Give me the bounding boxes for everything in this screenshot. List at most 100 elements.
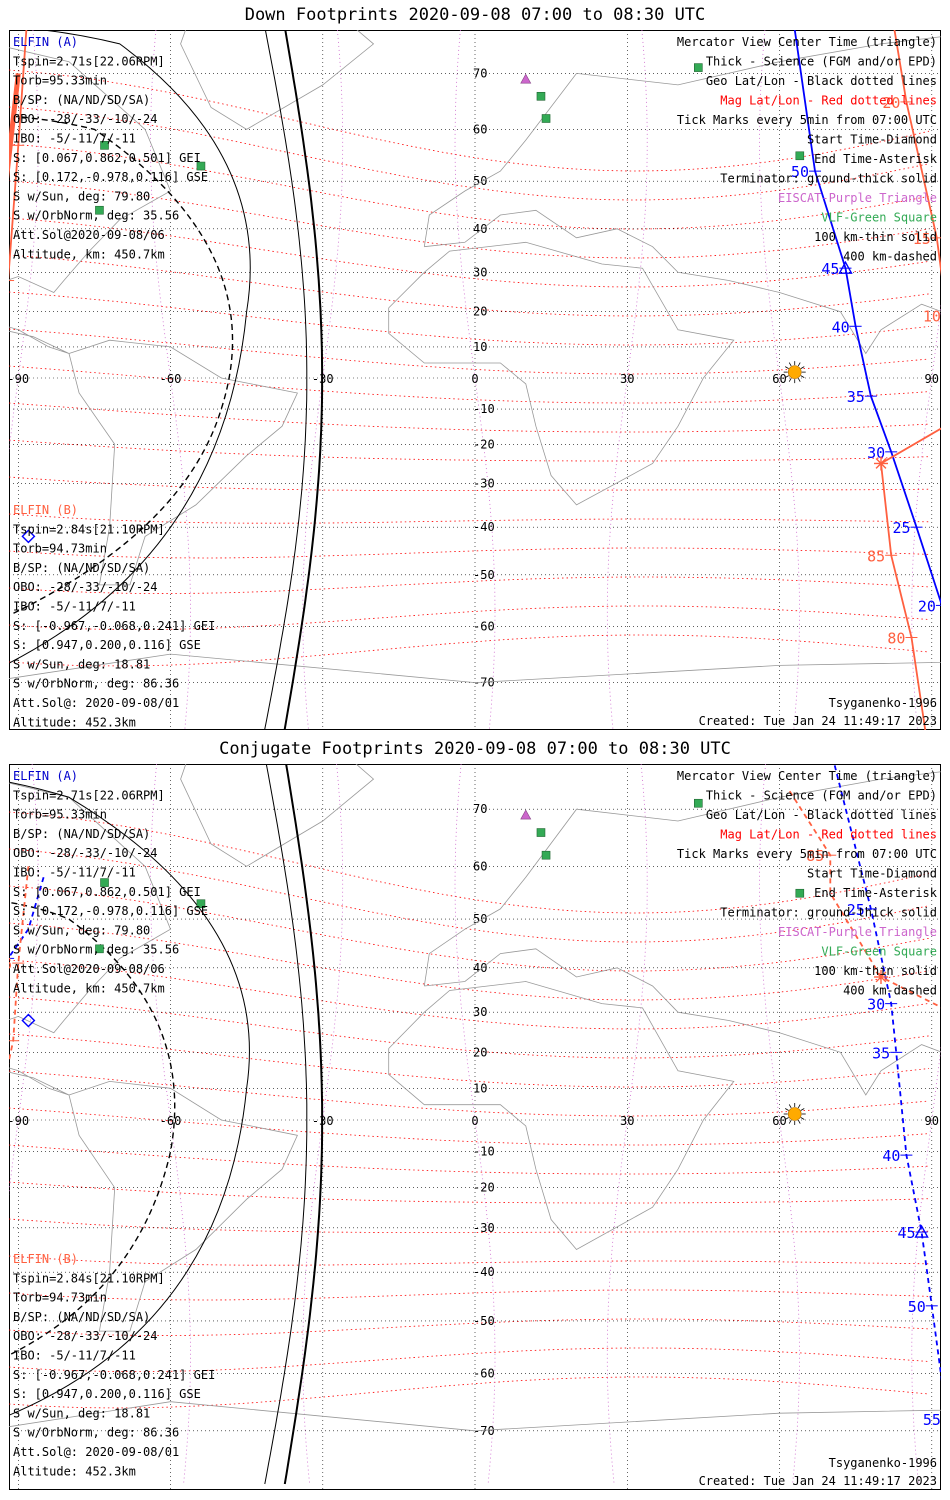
elfin-info-line: B/SP: (NA/ND/SD/SA)	[13, 827, 150, 841]
mag-lat-line	[9, 217, 930, 288]
elfin-info-b: ELFIN (B) Tspin=2.84s[21.10RPM] Torb=94.73…	[13, 503, 215, 729]
mag-lat-line	[9, 180, 930, 259]
map-conjugate-footprints: -180-150-120-90-60-300306090120150180706…	[9, 764, 941, 1490]
lat-tick-label: 70	[473, 66, 487, 80]
mag-lat-line	[9, 996, 930, 1059]
terminator-lines	[264, 764, 324, 1485]
track-time-label: 65	[9, 955, 12, 973]
vlf-square-icon	[196, 899, 206, 909]
lon-tick-label: 0	[471, 372, 478, 386]
track-time-label: 10	[923, 307, 941, 325]
elfin-info-a: ELFIN (A) Tspin=2.71s[22.06RPM] Torb=95.33…	[13, 769, 208, 995]
mag-lat-line	[9, 1347, 930, 1372]
elfin-info-line: Tspin=2.84s[21.10RPM]	[13, 1271, 165, 1285]
lat-tick-label: 30	[473, 265, 487, 279]
mag-lat-line	[9, 439, 930, 462]
lat-tick-label: -70	[473, 1424, 495, 1438]
elfin-info-line: S: [-0.967,-0.068,0.241] GEI	[13, 1368, 215, 1382]
mag-lat-line	[9, 1289, 930, 1301]
legend: Mercator View Center Time (triangle) Thic…	[677, 769, 938, 998]
elfin-info-line: B/SP: (NA/ND/SD/SA)	[13, 561, 150, 575]
mag-lat-line	[9, 922, 930, 1001]
axis-labels: -180-150-120-90-60-300306090120150180706…	[9, 802, 939, 1438]
mag-lat-line	[9, 1070, 930, 1117]
vlf-square-icon	[100, 141, 109, 150]
lat-tick-label: -40	[473, 520, 495, 534]
continent-outline	[423, 771, 941, 1096]
elfin-info-line: S: [0.172,-0.978,0.116] GSE	[13, 904, 208, 918]
footprint-ovals	[9, 781, 250, 1416]
continent-outline	[9, 653, 941, 684]
track-conj-b-west: 656055504540	[9, 866, 30, 1089]
geo-grid-lines	[9, 30, 941, 730]
mag-lat-line	[9, 291, 930, 346]
sun-ray	[800, 366, 805, 369]
vlf-square-icon	[541, 114, 551, 123]
track-line-conj-a-east	[833, 764, 941, 1382]
continent-outline	[180, 30, 375, 130]
mag-grid-lines	[9, 811, 930, 1409]
mag-lat-line	[9, 1107, 930, 1146]
lat-tick-label: 50	[473, 912, 487, 926]
oval-100km	[9, 781, 250, 1416]
geo-grid-lines	[9, 764, 941, 1490]
eiscat-triangle-icon	[520, 73, 532, 84]
vlf-square-icon	[536, 91, 546, 101]
elfin-info-line: Tspin=2.71s[22.06RPM]	[13, 788, 165, 802]
oval-100km	[9, 30, 251, 664]
elfin-info-blocks: ELFIN (A) Tspin=2.71s[22.06RPM] Torb=95.33…	[13, 35, 215, 729]
vlf-square-icon	[541, 850, 551, 860]
legend-entry: VLF-Green Square	[821, 211, 937, 225]
track-time-label: 45	[898, 1224, 916, 1242]
lat-tick-label: 40	[473, 961, 487, 975]
legend-entry: Tick Marks every 5min from 07:00 UTC	[677, 113, 937, 127]
lat-tick-label: -20	[473, 437, 495, 451]
vlf-square-icon	[693, 798, 703, 808]
oval-400km	[9, 901, 176, 1356]
continent-outline	[9, 1401, 941, 1432]
lat-tick-label: 50	[473, 174, 487, 188]
sun-ray	[784, 1108, 789, 1111]
legend-entry: EISCAT-Purple Triangle	[778, 191, 937, 205]
legend-entry: Start Time-Diamond	[807, 133, 937, 147]
continent-outline	[423, 36, 941, 355]
continent-outline	[9, 47, 172, 354]
track-time-label: 15	[913, 230, 931, 248]
terminator-ground	[283, 30, 324, 730]
track-time-label: 25	[892, 519, 910, 537]
mag-lat-line	[9, 1033, 930, 1088]
continent-outlines	[9, 764, 941, 1432]
track-conj-a-east: 25 30 35 40 45 50 55	[833, 764, 941, 1429]
sun-ray	[788, 377, 792, 382]
sun-ray	[800, 375, 805, 378]
sun-icon	[783, 1102, 806, 1125]
sun-ray	[784, 366, 789, 369]
sun-disc	[787, 1107, 802, 1121]
continent-outlines	[9, 30, 941, 684]
mag-lat-line	[9, 476, 930, 491]
track-time-label: 35	[847, 388, 865, 406]
track-time-label: 25	[847, 901, 865, 919]
vlf-square-icon	[795, 888, 805, 898]
science-segment-b	[9, 73, 21, 179]
mag-lat-line	[9, 1255, 930, 1266]
station-markers	[95, 798, 805, 954]
elfin-header: ELFIN (A)	[13, 769, 78, 783]
elfin-info-line: IBO: -5/-11/7/-11	[13, 132, 136, 146]
legend-entry: Mag Lat/Lon - Red dotted lines	[720, 94, 937, 108]
elfin-info-line: Altitude, km: 450.7km	[13, 247, 165, 261]
vlf-square-icon	[795, 151, 805, 161]
mag-lat-line	[9, 1144, 930, 1175]
vlf-square-icon	[95, 205, 104, 215]
mag-lat-line	[9, 959, 930, 1030]
lon-tick-label: 90	[925, 372, 939, 386]
mag-lat-line	[9, 1376, 930, 1409]
lat-tick-label: -70	[473, 676, 495, 690]
track-line-down-b-east	[880, 30, 941, 730]
track-conj-a-west: 585807570	[9, 876, 45, 959]
elfin-info-line: S: [0.947,0.200,0.116] GSE	[13, 638, 201, 652]
track-time-label: 85	[867, 547, 885, 565]
track-time-label: 30	[867, 996, 885, 1014]
map-down-footprints: -180-150-120-90-60-300306090120150180706…	[9, 30, 941, 730]
continent-outline	[180, 764, 375, 867]
